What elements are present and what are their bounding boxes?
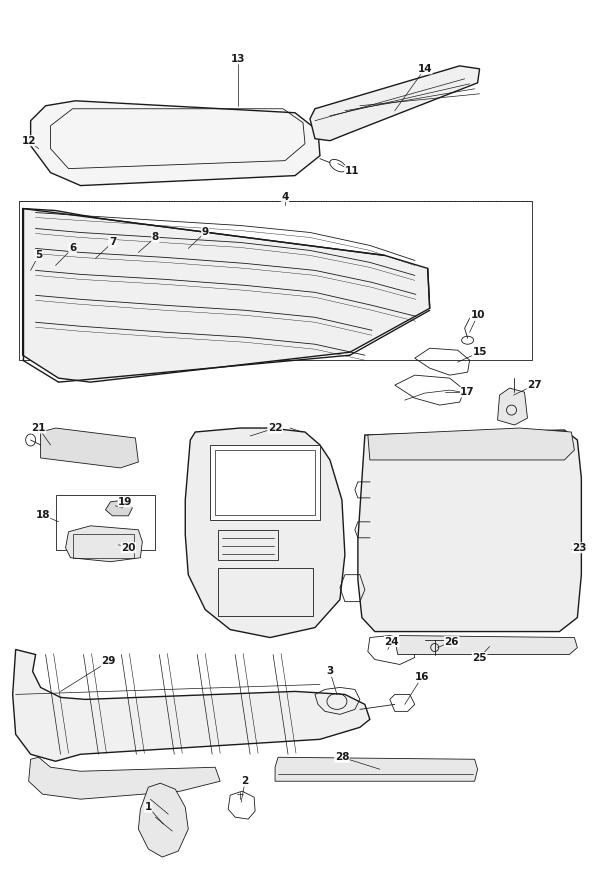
Polygon shape xyxy=(185,428,345,637)
Polygon shape xyxy=(368,428,574,460)
Text: 26: 26 xyxy=(444,636,459,647)
Text: 29: 29 xyxy=(101,656,116,666)
Text: 5: 5 xyxy=(35,251,42,260)
Polygon shape xyxy=(105,500,132,516)
Polygon shape xyxy=(13,649,370,761)
Text: 16: 16 xyxy=(415,672,429,683)
Bar xyxy=(218,530,278,560)
Text: 9: 9 xyxy=(202,227,209,238)
Text: 21: 21 xyxy=(32,423,46,433)
Text: 4: 4 xyxy=(281,192,288,202)
Polygon shape xyxy=(31,101,320,186)
Bar xyxy=(210,445,320,520)
Text: 12: 12 xyxy=(21,136,36,146)
Polygon shape xyxy=(395,635,578,655)
Text: 15: 15 xyxy=(472,348,487,357)
Polygon shape xyxy=(275,758,478,781)
Text: 19: 19 xyxy=(118,497,133,507)
Polygon shape xyxy=(41,428,138,468)
Polygon shape xyxy=(498,388,527,425)
Text: 14: 14 xyxy=(418,64,432,74)
Text: 18: 18 xyxy=(35,510,50,520)
Text: 10: 10 xyxy=(470,311,485,320)
Bar xyxy=(215,450,315,515)
Polygon shape xyxy=(65,526,142,561)
Text: 28: 28 xyxy=(335,752,349,762)
Text: 13: 13 xyxy=(231,54,245,64)
Text: 27: 27 xyxy=(527,380,542,390)
Text: 23: 23 xyxy=(572,543,587,553)
Text: 17: 17 xyxy=(461,387,475,397)
Text: 22: 22 xyxy=(268,423,282,433)
Text: 3: 3 xyxy=(326,666,333,677)
Text: 7: 7 xyxy=(108,238,116,247)
Text: 24: 24 xyxy=(384,636,399,647)
Text: 2: 2 xyxy=(242,776,248,786)
Text: 11: 11 xyxy=(345,165,359,176)
Text: 8: 8 xyxy=(152,232,159,243)
Bar xyxy=(56,495,155,550)
Text: 6: 6 xyxy=(69,244,76,253)
Bar xyxy=(218,568,313,616)
Text: 25: 25 xyxy=(472,652,487,663)
Polygon shape xyxy=(310,66,479,141)
Polygon shape xyxy=(138,783,188,857)
Text: 1: 1 xyxy=(145,803,152,812)
Text: 20: 20 xyxy=(121,543,136,553)
Bar xyxy=(73,534,135,558)
Polygon shape xyxy=(28,758,220,799)
Bar xyxy=(19,201,533,360)
Polygon shape xyxy=(22,209,430,382)
Polygon shape xyxy=(358,430,581,632)
